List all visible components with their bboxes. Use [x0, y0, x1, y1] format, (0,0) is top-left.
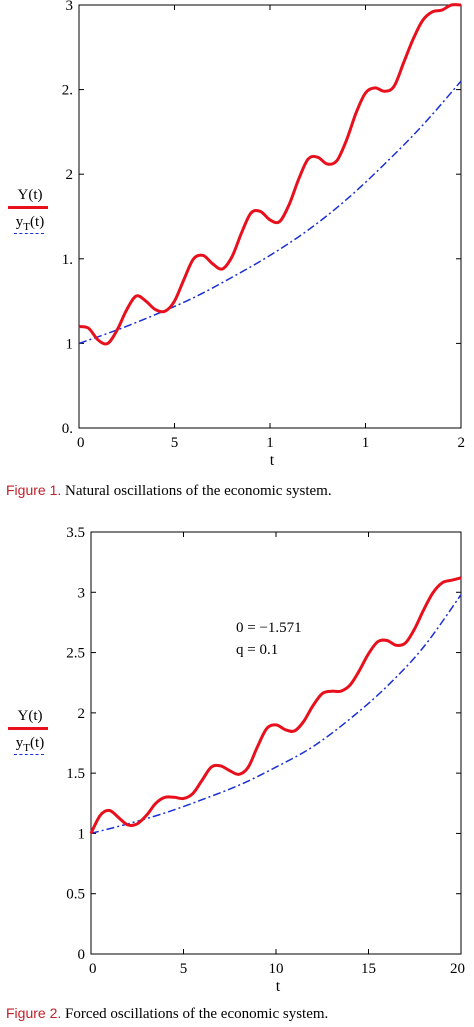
- y-tick-label: 1.5: [66, 766, 85, 782]
- x-tick-label: 5: [171, 435, 179, 451]
- chart-2: 0 0.5 1 1.5 2 2.5 3 3.5 0 5 10 15 20 t 0 = −1.571 q = 0…: [66, 525, 465, 995]
- x-tick-label: 0: [77, 435, 85, 451]
- caption-1: Figure 1. Natural oscillations of the ec…: [6, 482, 332, 500]
- caption-2: Figure 2. Forced oscillations of the eco…: [6, 1005, 328, 1023]
- x-tick-label: 5: [180, 961, 188, 977]
- caption-1-text: Natural oscillations of the economic sys…: [61, 483, 332, 499]
- legend-y-swatch: [8, 206, 48, 209]
- caption-2-text: Forced oscillations of the economic syst…: [61, 1006, 329, 1022]
- y-tick-label: 1: [78, 826, 86, 842]
- caption-2-label: Figure 2.: [6, 1005, 62, 1021]
- series-Y-line: [89, 576, 462, 835]
- x-tick-label: 10: [269, 961, 284, 977]
- figure-2: 0 0.5 1 1.5 2 2.5 3 3.5 0 5 10 15 20 t 0 = −1.571 q = 0…: [0, 515, 474, 1027]
- figure-1: 0. 1 1. 2 2. 3 0 5 1 1 2 t Y(t) yT(t) Figure 1. Nat…: [0, 0, 474, 510]
- legend-yt-label: yT(t): [15, 735, 45, 754]
- plot-frame: [78, 4, 462, 429]
- x-axis-label: t: [270, 452, 275, 469]
- x-tick-label: 1: [362, 435, 370, 451]
- y-tick-label: 3.5: [66, 525, 85, 541]
- y-tick-label: 1: [66, 336, 74, 352]
- series-yT-line: [90, 594, 462, 835]
- y-tick-label: 2.5: [66, 646, 85, 662]
- legend-2: Y(t) yT(t): [4, 707, 56, 759]
- legend-yt-label: yT(t): [15, 214, 45, 233]
- legend-y-label: Y(t): [17, 187, 43, 203]
- y-tick-label: 3: [78, 585, 86, 601]
- legend-y-swatch: [8, 727, 48, 730]
- x-tick-label: 20: [450, 961, 465, 977]
- y-tick-label: 0: [78, 947, 86, 963]
- legend-yt-swatch: [14, 754, 44, 755]
- x-tick-label: 15: [361, 961, 376, 977]
- annotation-text: 0 = −1.571: [236, 620, 302, 636]
- x-tick-label: 0: [89, 961, 97, 977]
- y-tick-label: 2.: [62, 83, 73, 99]
- x-axis-label: t: [276, 978, 281, 995]
- legend-yt-swatch: [14, 233, 44, 234]
- series-Y-line: [78, 3, 462, 346]
- legend-y-label: Y(t): [17, 708, 43, 724]
- y-tick-label: 3: [66, 0, 74, 14]
- y-tick-label: 0.: [62, 421, 73, 437]
- y-tick-label: 0.5: [66, 887, 85, 903]
- x-tick-label: 1: [266, 435, 274, 451]
- chart-1: 0. 1 1. 2 2. 3 0 5 1 1 2 t: [62, 0, 466, 469]
- y-tick-label: 2: [78, 706, 86, 722]
- y-tick-label: 2: [66, 167, 74, 183]
- annotation-text: q = 0.1: [236, 642, 278, 658]
- series-yT-line: [78, 80, 462, 345]
- caption-1-label: Figure 1.: [6, 482, 62, 498]
- y-tick-label: 1.: [62, 252, 73, 268]
- x-tick-label: 2: [458, 435, 466, 451]
- legend-1: Y(t) yT(t): [4, 186, 56, 238]
- plot-frame: [90, 531, 462, 955]
